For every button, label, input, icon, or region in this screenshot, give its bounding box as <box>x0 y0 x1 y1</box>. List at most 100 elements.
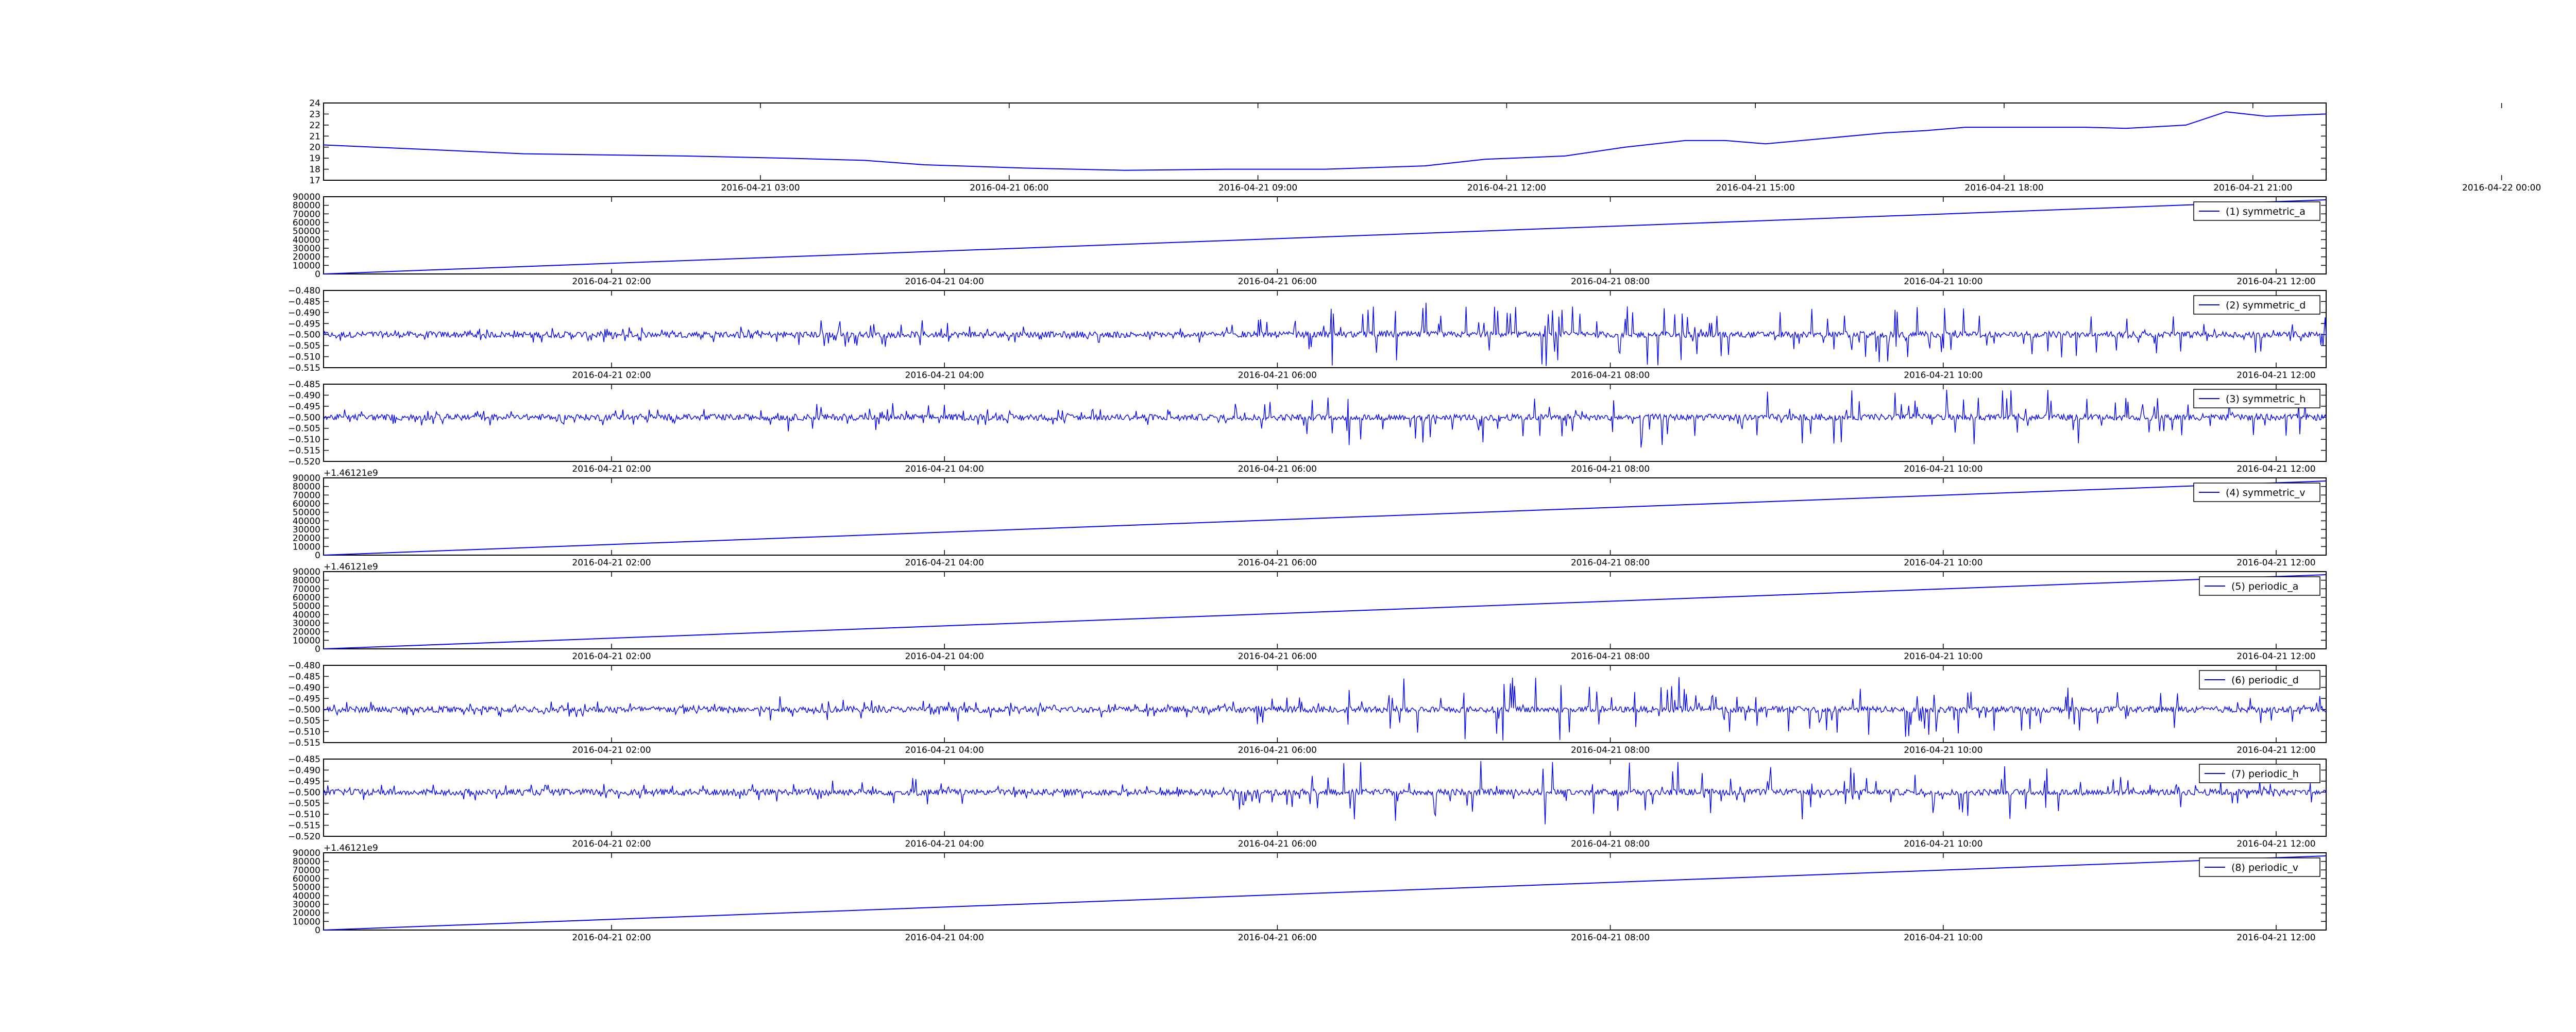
x-tick-label: 2016-04-21 12:00 <box>1467 183 1546 193</box>
y-tick-label: −0.490 <box>288 390 320 401</box>
y-tick-label: 40000 <box>293 235 320 245</box>
y-tick-label: −0.495 <box>288 777 320 787</box>
y-tick-label: −0.495 <box>288 402 320 412</box>
y-tick-label: −0.480 <box>288 286 320 296</box>
x-tick-label: 2016-04-21 12:00 <box>2236 464 2315 474</box>
x-tick-label: 2016-04-21 02:00 <box>572 558 651 568</box>
legend-label: (1) symmetric_a <box>2226 206 2306 217</box>
y-tick-label: 70000 <box>293 209 320 219</box>
axes-frame <box>323 852 2327 931</box>
y-tick-label: −0.490 <box>288 683 320 693</box>
series-line <box>323 111 2327 171</box>
y-tick-label: −0.480 <box>288 661 320 671</box>
y-tick-label: 50000 <box>293 883 320 893</box>
y-tick-label: 19 <box>309 153 320 164</box>
legend: (7) periodic_h <box>2199 764 2320 783</box>
x-tick-label: 2016-04-21 12:00 <box>2236 370 2315 381</box>
x-tick-label: 2016-04-21 04:00 <box>905 370 984 381</box>
legend: (8) periodic_v <box>2199 857 2320 877</box>
y-tick-label: −0.505 <box>288 799 320 809</box>
y-tick-label: 24 <box>309 98 320 109</box>
y-tick-label: 10000 <box>293 261 320 271</box>
y-tick-label: 18 <box>309 165 320 175</box>
legend: (6) periodic_d <box>2199 670 2320 690</box>
x-tick-label: 2016-04-21 06:00 <box>1238 277 1317 287</box>
x-tick-label: 2016-04-21 12:00 <box>2236 651 2315 662</box>
y-tick-label: 60000 <box>293 499 320 509</box>
y-tick-label: 40000 <box>293 516 320 526</box>
axes-frame <box>323 196 2327 274</box>
x-tick-label: 2016-04-21 08:00 <box>1571 839 1650 849</box>
x-tick-label: 2016-04-21 02:00 <box>572 651 651 662</box>
legend-label: (5) periodic_a <box>2231 581 2298 592</box>
y-tick-label: 50000 <box>293 227 320 237</box>
y-tick-label: 80000 <box>293 857 320 867</box>
series-line <box>323 855 2327 931</box>
y-tick-label: 50000 <box>293 508 320 518</box>
x-tick-label: 2016-04-21 08:00 <box>1571 558 1650 568</box>
x-tick-label: 2016-04-21 04:00 <box>905 558 984 568</box>
axes-frame <box>323 102 2327 181</box>
x-tick-label: 2016-04-21 04:00 <box>905 651 984 662</box>
legend-label: (8) periodic_v <box>2231 862 2298 873</box>
axes-frame <box>323 384 2327 462</box>
y-tick-label: −0.515 <box>288 363 320 373</box>
x-tick-label: 2016-04-21 21:00 <box>2213 183 2292 193</box>
x-tick-label: 2016-04-21 12:00 <box>2236 933 2315 943</box>
y-tick-label: 60000 <box>293 218 320 228</box>
y-tick-label: −0.520 <box>288 457 320 467</box>
series-line <box>323 389 2327 448</box>
x-tick-label: 2016-04-21 06:00 <box>1238 933 1317 943</box>
y-tick-label: 40000 <box>293 891 320 901</box>
y-tick-label: 80000 <box>293 482 320 492</box>
x-tick-label: 2016-04-21 10:00 <box>1904 558 1982 568</box>
y-tick-label: −0.515 <box>288 446 320 456</box>
x-tick-label: 2016-04-21 06:00 <box>970 183 1048 193</box>
offset-label: +1.46121e9 <box>324 468 378 478</box>
x-tick-label: 2016-04-21 06:00 <box>1238 839 1317 849</box>
y-tick-label: −0.520 <box>288 832 320 842</box>
legend-label: (7) periodic_h <box>2231 768 2299 780</box>
y-tick-label: 60000 <box>293 593 320 603</box>
y-tick-label: 90000 <box>293 192 320 202</box>
y-tick-label: 70000 <box>293 490 320 501</box>
y-tick-label: 20 <box>309 143 320 153</box>
axes-frame <box>323 665 2327 743</box>
axes-frame <box>323 477 2327 556</box>
legend-label: (4) symmetric_v <box>2226 487 2306 498</box>
series-line <box>323 677 2327 741</box>
offset-label: +1.46121e9 <box>324 843 378 853</box>
x-tick-label: 2016-04-21 08:00 <box>1571 745 1650 755</box>
subplot-4: −0.520−0.515−0.510−0.505−0.500−0.495−0.4… <box>288 380 2327 474</box>
y-tick-label: 20000 <box>293 627 320 638</box>
y-tick-label: 30000 <box>293 618 320 629</box>
y-tick-label: 30000 <box>293 900 320 910</box>
y-tick-label: −0.515 <box>288 738 320 748</box>
y-tick-label: 17 <box>309 176 320 186</box>
legend: (3) symmetric_h <box>2193 389 2320 408</box>
y-tick-label: 23 <box>309 109 320 119</box>
y-tick-label: −0.505 <box>288 424 320 434</box>
x-tick-label: 2016-04-21 04:00 <box>905 839 984 849</box>
y-tick-label: 40000 <box>293 610 320 620</box>
y-tick-label: 70000 <box>293 865 320 875</box>
offset-label: +1.46121e9 <box>324 562 378 572</box>
x-tick-label: 2016-04-21 02:00 <box>572 933 651 943</box>
x-tick-label: 2016-04-21 12:00 <box>2236 839 2315 849</box>
axes-frame <box>323 571 2327 649</box>
axes-frame <box>323 759 2327 837</box>
y-tick-label: 90000 <box>293 567 320 577</box>
y-tick-label: 21 <box>309 131 320 142</box>
x-tick-label: 2016-04-21 10:00 <box>1904 839 1982 849</box>
subplot-5: 0100002000030000400005000060000700008000… <box>293 468 2327 568</box>
y-tick-label: 90000 <box>293 848 320 858</box>
x-tick-label: 2016-04-21 04:00 <box>905 464 984 474</box>
x-tick-label: 2016-04-21 06:00 <box>1238 745 1317 755</box>
y-tick-label: 70000 <box>293 584 320 594</box>
x-tick-label: 2016-04-21 10:00 <box>1904 651 1982 662</box>
legend: (5) periodic_a <box>2199 576 2320 596</box>
x-tick-label: 2016-04-21 08:00 <box>1571 464 1650 474</box>
